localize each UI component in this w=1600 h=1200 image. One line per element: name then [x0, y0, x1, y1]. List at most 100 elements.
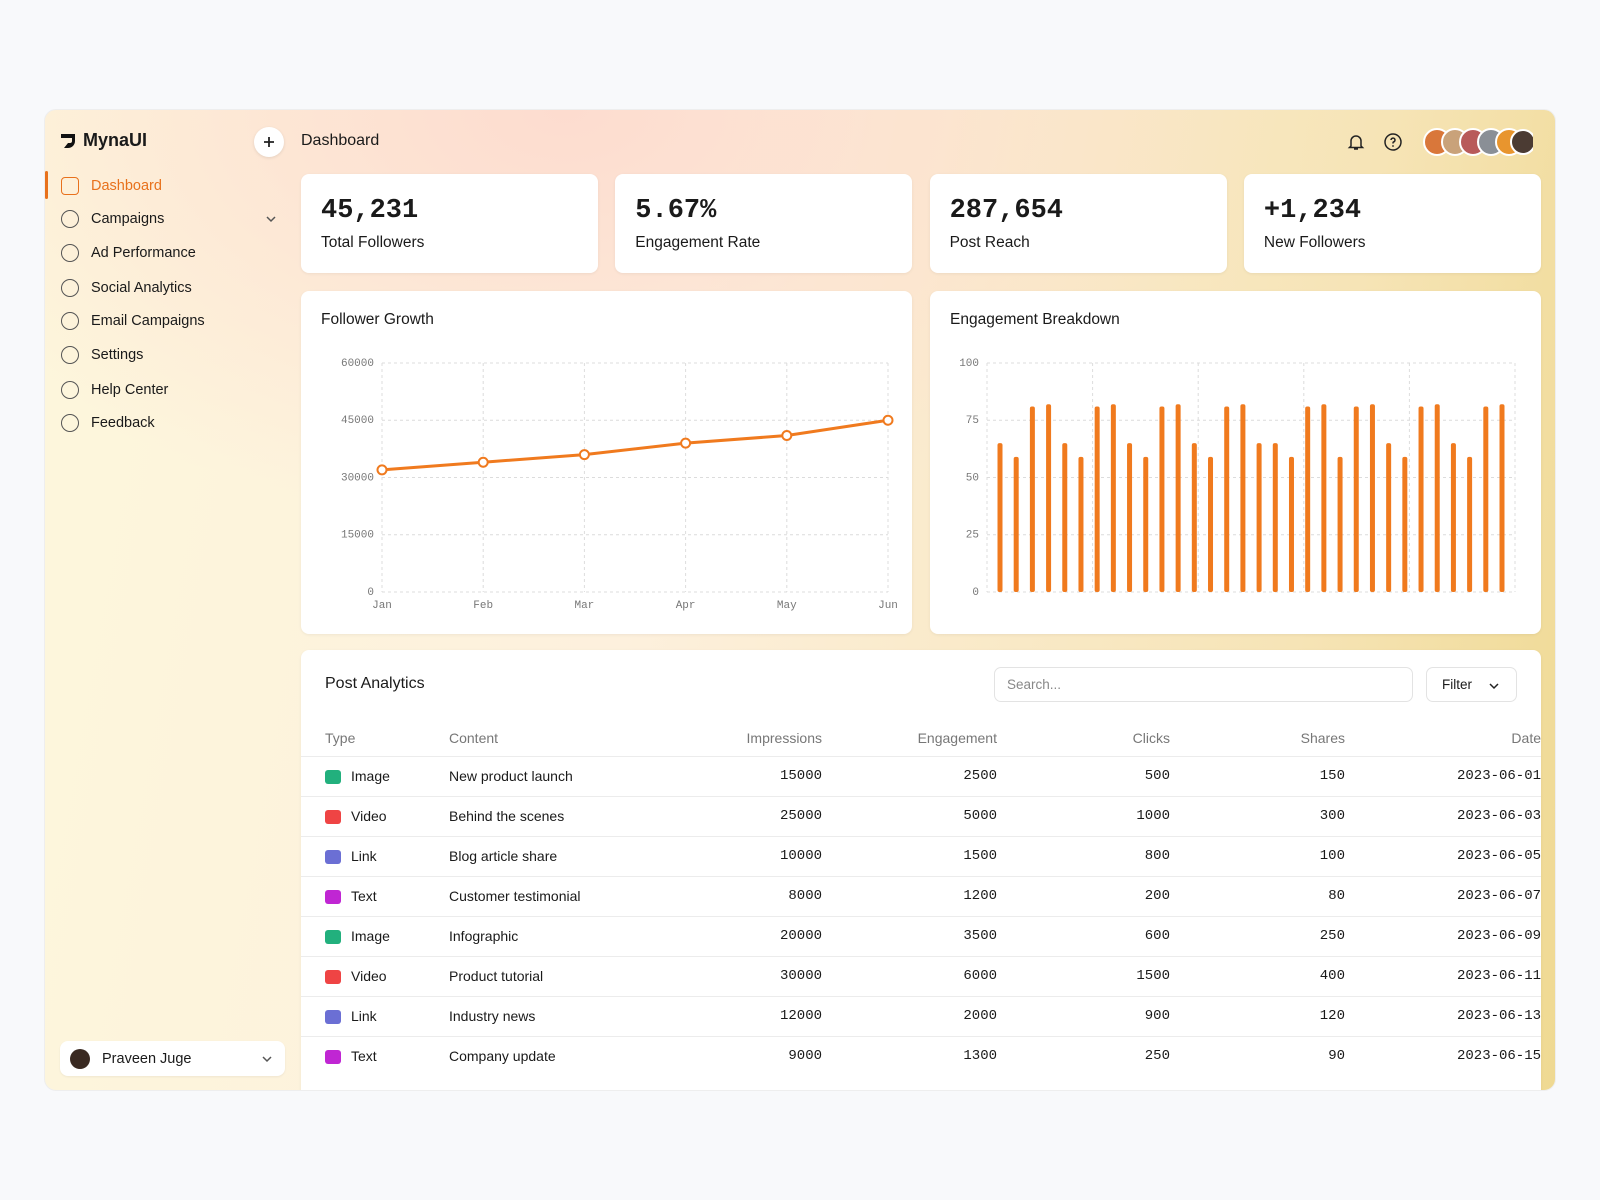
- nav-item[interactable]: Ad Performance: [45, 238, 285, 268]
- table-row: Link Blog article share 10000 1500 800 100 202…: [301, 835, 1541, 876]
- table-cell: 8000: [689, 875, 822, 916]
- table-cell: Image: [301, 915, 449, 956]
- table-cell: 2023-06-07: [1345, 875, 1541, 916]
- nav-item[interactable]: Feedback: [45, 408, 285, 438]
- y-tick-label: 15000: [341, 530, 374, 542]
- cell-text: 12000: [779, 1008, 822, 1024]
- cell-text: 150: [1319, 768, 1345, 784]
- table-cell: 1500: [997, 955, 1170, 996]
- cell-text: Link: [351, 1007, 377, 1024]
- cell-text: 800: [1144, 848, 1170, 864]
- y-tick-label: 100: [959, 358, 979, 370]
- table-cell: 300: [1170, 795, 1345, 836]
- post-table: Type Content Impressions Engagement Clicks Sh…: [301, 720, 1541, 1076]
- bar: [1078, 456, 1084, 592]
- cell-text: 2000: [963, 1008, 997, 1024]
- cell-text: 250: [1144, 1048, 1170, 1065]
- stat-label: Total Followers: [321, 234, 425, 251]
- brand[interactable]: MynaUI: [59, 130, 147, 151]
- cell-text: Customer testimonial: [449, 888, 581, 904]
- bar: [1256, 443, 1262, 592]
- cell-text: 100: [1319, 848, 1345, 864]
- table-cell: 800: [997, 835, 1170, 876]
- cell-text: 20000: [779, 928, 822, 944]
- cell-text: Infographic: [449, 928, 519, 944]
- table-cell: Image: [301, 755, 449, 796]
- type-icon: [325, 1010, 341, 1025]
- x-tick-label: May: [777, 600, 797, 612]
- nav-item[interactable]: Dashboard: [45, 171, 285, 201]
- nav-label: Feedback: [91, 415, 155, 431]
- cell-text: 2023-06-09: [1456, 928, 1541, 944]
- table-cell: 200: [997, 875, 1170, 916]
- table-row: Text Company update 9000 1300 250 90 2023-06-1…: [301, 1035, 1541, 1076]
- y-tick-label: 0: [367, 587, 374, 599]
- bar: [1499, 404, 1505, 592]
- cell-text: Image: [351, 927, 390, 944]
- plus-icon: [264, 137, 274, 147]
- table-cell: Customer testimonial: [449, 875, 689, 916]
- nav-icon: [61, 346, 79, 364]
- user-menu[interactable]: Praveen Juge: [60, 1041, 285, 1076]
- table-cell: 400: [1170, 955, 1345, 996]
- help-icon[interactable]: [1383, 132, 1403, 152]
- cell-text: 1500: [1136, 968, 1170, 984]
- add-button[interactable]: [254, 127, 284, 157]
- nav-item[interactable]: Campaigns: [45, 204, 285, 234]
- stat-card: +1,234 New Followers: [1243, 174, 1541, 273]
- column-header: Shares: [1300, 729, 1345, 746]
- bar: [1046, 404, 1052, 592]
- cell-text: 90: [1328, 1048, 1345, 1065]
- nav-item[interactable]: Settings: [45, 340, 285, 370]
- cell-text: 1000: [1136, 808, 1170, 824]
- point: [376, 464, 388, 476]
- table-cell: 150: [1170, 755, 1345, 796]
- brand-name: MynaUI: [83, 130, 148, 150]
- stat-value: 287,654: [949, 196, 1064, 226]
- x-tick-label: Jan: [372, 600, 392, 612]
- type-icon: [325, 890, 341, 905]
- team-avatars[interactable]: [1423, 127, 1533, 157]
- nav-label: Ad Performance: [91, 245, 196, 261]
- bar: [1450, 443, 1456, 592]
- cell-text: 2023-06-13: [1456, 1008, 1541, 1024]
- type-icon: [325, 1050, 341, 1065]
- page-title: Dashboard: [301, 132, 380, 149]
- cell-text: 2023-06-07: [1456, 888, 1541, 904]
- table-cell: 2023-06-13: [1345, 995, 1541, 1036]
- table-cell: 10000: [689, 835, 822, 876]
- nav-item[interactable]: Help Center: [45, 375, 285, 405]
- cell-text: 1300: [963, 1048, 997, 1065]
- nav-label: Dashboard: [91, 178, 162, 194]
- nav-icon: [61, 279, 79, 297]
- bar: [1337, 456, 1343, 592]
- bar: [1062, 443, 1068, 592]
- table-body: Image New product launch 15000 2500 500 150 20…: [301, 755, 1541, 1076]
- notifications-icon[interactable]: [1346, 132, 1366, 152]
- cell-text: 10000: [779, 848, 822, 864]
- table-cell: 1000: [997, 795, 1170, 836]
- y-tick-label: 0: [972, 587, 979, 599]
- filter-button[interactable]: Filter: [1426, 667, 1517, 702]
- chart-card: Engagement Breakdown 0 25 50 75 100: [930, 291, 1541, 634]
- cell-text: Video: [351, 807, 387, 824]
- cell-text: 3500: [963, 928, 997, 944]
- chart-card: Follower Growth 0 15000 30000 45000 60000 Jan F…: [301, 291, 912, 634]
- stat-value: 5.67%: [635, 196, 717, 226]
- search-input[interactable]: Search...: [994, 667, 1413, 702]
- nav-label: Settings: [91, 347, 144, 363]
- bar: [1321, 404, 1327, 592]
- cell-text: 6000: [963, 968, 997, 984]
- y-tick-label: 45000: [341, 415, 374, 427]
- cell-text: 25000: [779, 808, 822, 824]
- nav-item[interactable]: Email Campaigns: [45, 306, 285, 336]
- column-header: Content: [449, 729, 499, 746]
- table-cell: 900: [997, 995, 1170, 1036]
- cell-text: Image: [351, 767, 390, 784]
- table-cell: 2023-06-03: [1345, 795, 1541, 836]
- table-cell: Blog article share: [449, 835, 689, 876]
- cell-text: 8000: [788, 888, 822, 904]
- cell-text: 2500: [963, 768, 997, 784]
- nav-label: Help Center: [91, 382, 169, 398]
- nav-item[interactable]: Social Analytics: [45, 273, 285, 303]
